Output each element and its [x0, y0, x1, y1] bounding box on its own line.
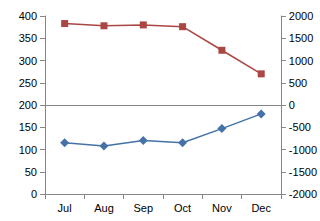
svg-text:300: 300	[19, 55, 37, 67]
svg-text:400: 400	[19, 10, 37, 22]
svg-text:1000: 1000	[289, 55, 313, 67]
svg-text:-1500: -1500	[289, 166, 317, 178]
svg-text:Aug: Aug	[94, 202, 114, 214]
svg-text:350: 350	[19, 32, 37, 44]
svg-text:1500: 1500	[289, 32, 313, 44]
svg-text:Jul: Jul	[58, 202, 72, 214]
svg-text:2000: 2000	[289, 10, 313, 22]
svg-text:Sep: Sep	[133, 202, 153, 214]
svg-text:-500: -500	[289, 121, 311, 133]
svg-text:150: 150	[19, 121, 37, 133]
svg-text:500: 500	[289, 77, 307, 89]
svg-text:Dec: Dec	[251, 202, 271, 214]
svg-text:250: 250	[19, 77, 37, 89]
svg-text:100: 100	[19, 144, 37, 156]
svg-text:0: 0	[289, 99, 295, 111]
svg-text:Nov: Nov	[212, 202, 232, 214]
svg-text:Oct: Oct	[174, 202, 191, 214]
svg-text:0: 0	[31, 188, 37, 200]
svg-text:200: 200	[19, 99, 37, 111]
svg-text:50: 50	[25, 166, 37, 178]
svg-text:-1000: -1000	[289, 144, 317, 156]
svg-text:-2000: -2000	[289, 188, 317, 200]
